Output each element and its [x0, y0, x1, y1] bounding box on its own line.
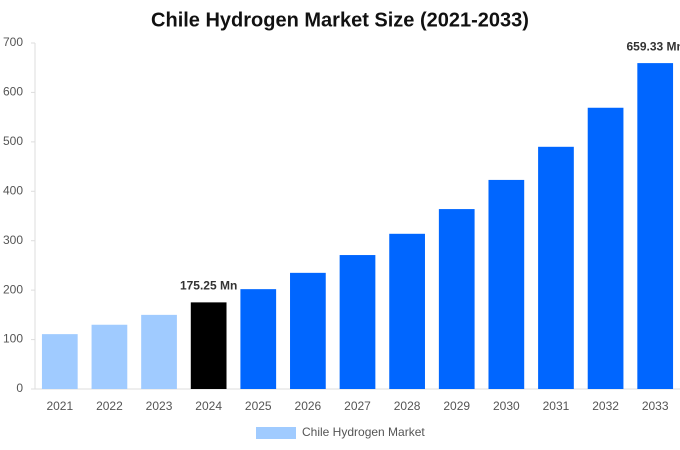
bar: [190, 302, 227, 389]
x-tick-label: 2021: [46, 399, 73, 413]
x-tick-label: 2027: [344, 399, 371, 413]
x-tick-label: 2026: [295, 399, 322, 413]
bar: [488, 179, 525, 389]
x-tick-label: 2022: [96, 399, 123, 413]
bar: [141, 314, 177, 389]
bar: [91, 324, 128, 389]
bar: [587, 107, 624, 389]
bar: [438, 209, 475, 389]
chart-title: Chile Hydrogen Market Size (2021-2033): [151, 9, 529, 31]
y-tick-label: 400: [3, 183, 23, 197]
x-tick-label: 2032: [592, 399, 619, 413]
bar: [389, 233, 425, 389]
bar: [41, 334, 78, 389]
bar: [290, 272, 326, 389]
x-tick-label: 2033: [642, 399, 669, 413]
bar: [538, 146, 574, 389]
x-tick-label: 2023: [146, 399, 173, 413]
x-tick-label: 2031: [543, 399, 570, 413]
bar: [240, 289, 277, 389]
data-label: 659.33 Mn: [627, 39, 680, 53]
x-tick-label: 2029: [443, 399, 470, 413]
y-tick-label: 500: [3, 134, 23, 148]
y-tick-label: 700: [3, 35, 23, 49]
y-tick-label: 0: [16, 381, 23, 395]
y-tick-label: 100: [3, 332, 23, 346]
legend-swatch: [256, 427, 296, 439]
x-tick-label: 2028: [394, 399, 421, 413]
x-tick-label: 2030: [493, 399, 520, 413]
bar: [339, 255, 376, 389]
data-label: 175.25 Mn: [180, 279, 237, 293]
x-tick-label: 2024: [195, 399, 222, 413]
bar: [637, 63, 674, 389]
y-tick-label: 600: [3, 85, 23, 99]
x-tick-label: 2025: [245, 399, 272, 413]
y-tick-label: 300: [3, 233, 23, 247]
legend-label: Chile Hydrogen Market: [302, 425, 425, 439]
y-tick-label: 200: [3, 282, 23, 296]
